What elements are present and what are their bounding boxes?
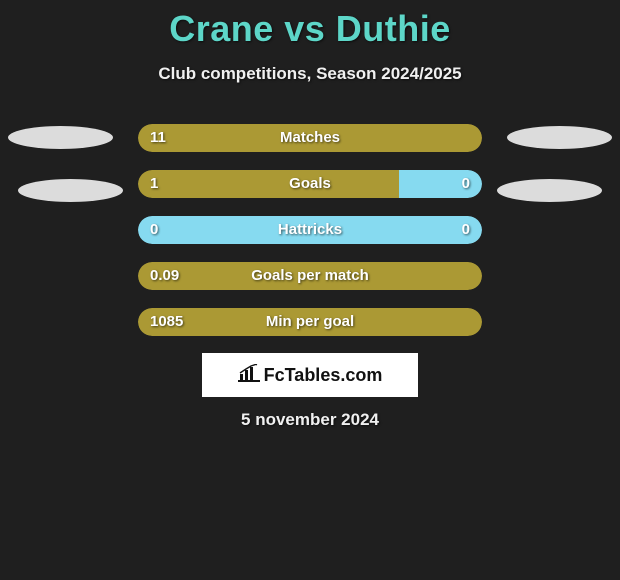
bar-row: Goals1 0 <box>138 170 482 198</box>
bar-row: Hattricks0 0 <box>138 216 482 244</box>
page-title: Crane vs Duthie <box>0 0 620 50</box>
logo-text: FcTables.com <box>264 365 383 386</box>
bar-label: Goals per match <box>138 262 482 290</box>
bar-label: Goals <box>138 170 482 198</box>
player-photo-left-2 <box>18 179 123 202</box>
bar-left-value: 1085 <box>150 308 183 336</box>
bar-left-value: 1 <box>150 170 158 198</box>
date-label: 5 november 2024 <box>0 410 620 430</box>
bar-left-value: 0 <box>150 216 158 244</box>
page-subtitle: Club competitions, Season 2024/2025 <box>0 64 620 84</box>
player-photo-right-1 <box>507 126 612 149</box>
comparison-bars: Matches11Goals10Hattricks00Goals per mat… <box>138 124 482 354</box>
bar-row: Min per goal1085 <box>138 308 482 336</box>
bar-left-value: 11 <box>150 124 166 152</box>
bar-left-value: 0.09 <box>150 262 179 290</box>
logo: FcTables.com <box>238 364 383 387</box>
player-photo-right-2 <box>497 179 602 202</box>
bar-row: Goals per match0.09 <box>138 262 482 290</box>
bar-row: Matches11 <box>138 124 482 152</box>
bar-label: Hattricks <box>138 216 482 244</box>
bar-right-value: 0 <box>462 170 470 198</box>
bar-label: Min per goal <box>138 308 482 336</box>
logo-box: FcTables.com <box>202 353 418 397</box>
bar-label: Matches <box>138 124 482 152</box>
chart-icon <box>238 364 260 387</box>
bar-right-value: 0 <box>462 216 470 244</box>
player-photo-left-1 <box>8 126 113 149</box>
